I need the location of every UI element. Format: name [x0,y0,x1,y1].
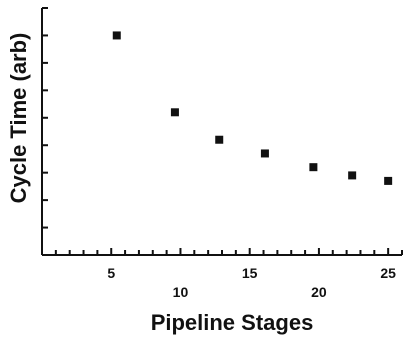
data-point [170,108,179,117]
y-axis-title: Cycle Time (arb) [6,33,31,204]
axes [41,8,402,256]
data-point [215,135,224,144]
tick-labels: 5 10 15 20 25 [107,265,396,300]
x-tick-label: 10 [173,284,189,300]
data-point [309,163,318,172]
data-point [112,31,121,40]
ticks [42,7,403,255]
data-point [384,176,393,185]
x-tick-label: 5 [107,265,115,281]
data-point [348,171,357,180]
x-tick-label: 20 [311,284,327,300]
x-tick-label: 15 [242,265,258,281]
x-tick-label: 25 [380,265,396,281]
data-points [112,31,393,185]
x-axis-title: Pipeline Stages [151,310,314,335]
data-point [260,149,269,158]
